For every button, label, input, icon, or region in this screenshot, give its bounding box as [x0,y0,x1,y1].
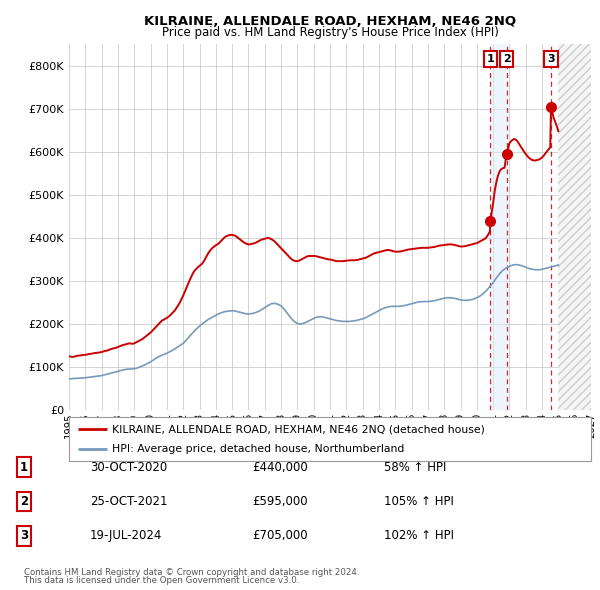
Text: 25-OCT-2021: 25-OCT-2021 [90,495,167,508]
Text: 3: 3 [20,529,28,542]
Bar [490,44,506,410]
Text: 58% ↑ HPI: 58% ↑ HPI [384,461,446,474]
Text: KILRAINE, ALLENDALE ROAD, HEXHAM, NE46 2NQ (detached house): KILRAINE, ALLENDALE ROAD, HEXHAM, NE46 2… [112,424,485,434]
Text: 2: 2 [503,54,511,64]
Text: 2: 2 [20,495,28,508]
Text: 1: 1 [20,461,28,474]
Bar [559,44,591,410]
Text: This data is licensed under the Open Government Licence v3.0.: This data is licensed under the Open Gov… [24,576,299,585]
Text: 105% ↑ HPI: 105% ↑ HPI [384,495,454,508]
Text: KILRAINE, ALLENDALE ROAD, HEXHAM, NE46 2NQ: KILRAINE, ALLENDALE ROAD, HEXHAM, NE46 2… [144,15,516,28]
Text: Price paid vs. HM Land Registry's House Price Index (HPI): Price paid vs. HM Land Registry's House … [161,26,499,39]
Text: 30-OCT-2020: 30-OCT-2020 [90,461,167,474]
Text: 3: 3 [547,54,555,64]
Text: £705,000: £705,000 [252,529,308,542]
Text: Contains HM Land Registry data © Crown copyright and database right 2024.: Contains HM Land Registry data © Crown c… [24,568,359,577]
Text: 1: 1 [487,54,494,64]
Text: £440,000: £440,000 [252,461,308,474]
Text: HPI: Average price, detached house, Northumberland: HPI: Average price, detached house, Nort… [112,444,404,454]
Text: 19-JUL-2024: 19-JUL-2024 [90,529,163,542]
Text: £595,000: £595,000 [252,495,308,508]
Text: 102% ↑ HPI: 102% ↑ HPI [384,529,454,542]
